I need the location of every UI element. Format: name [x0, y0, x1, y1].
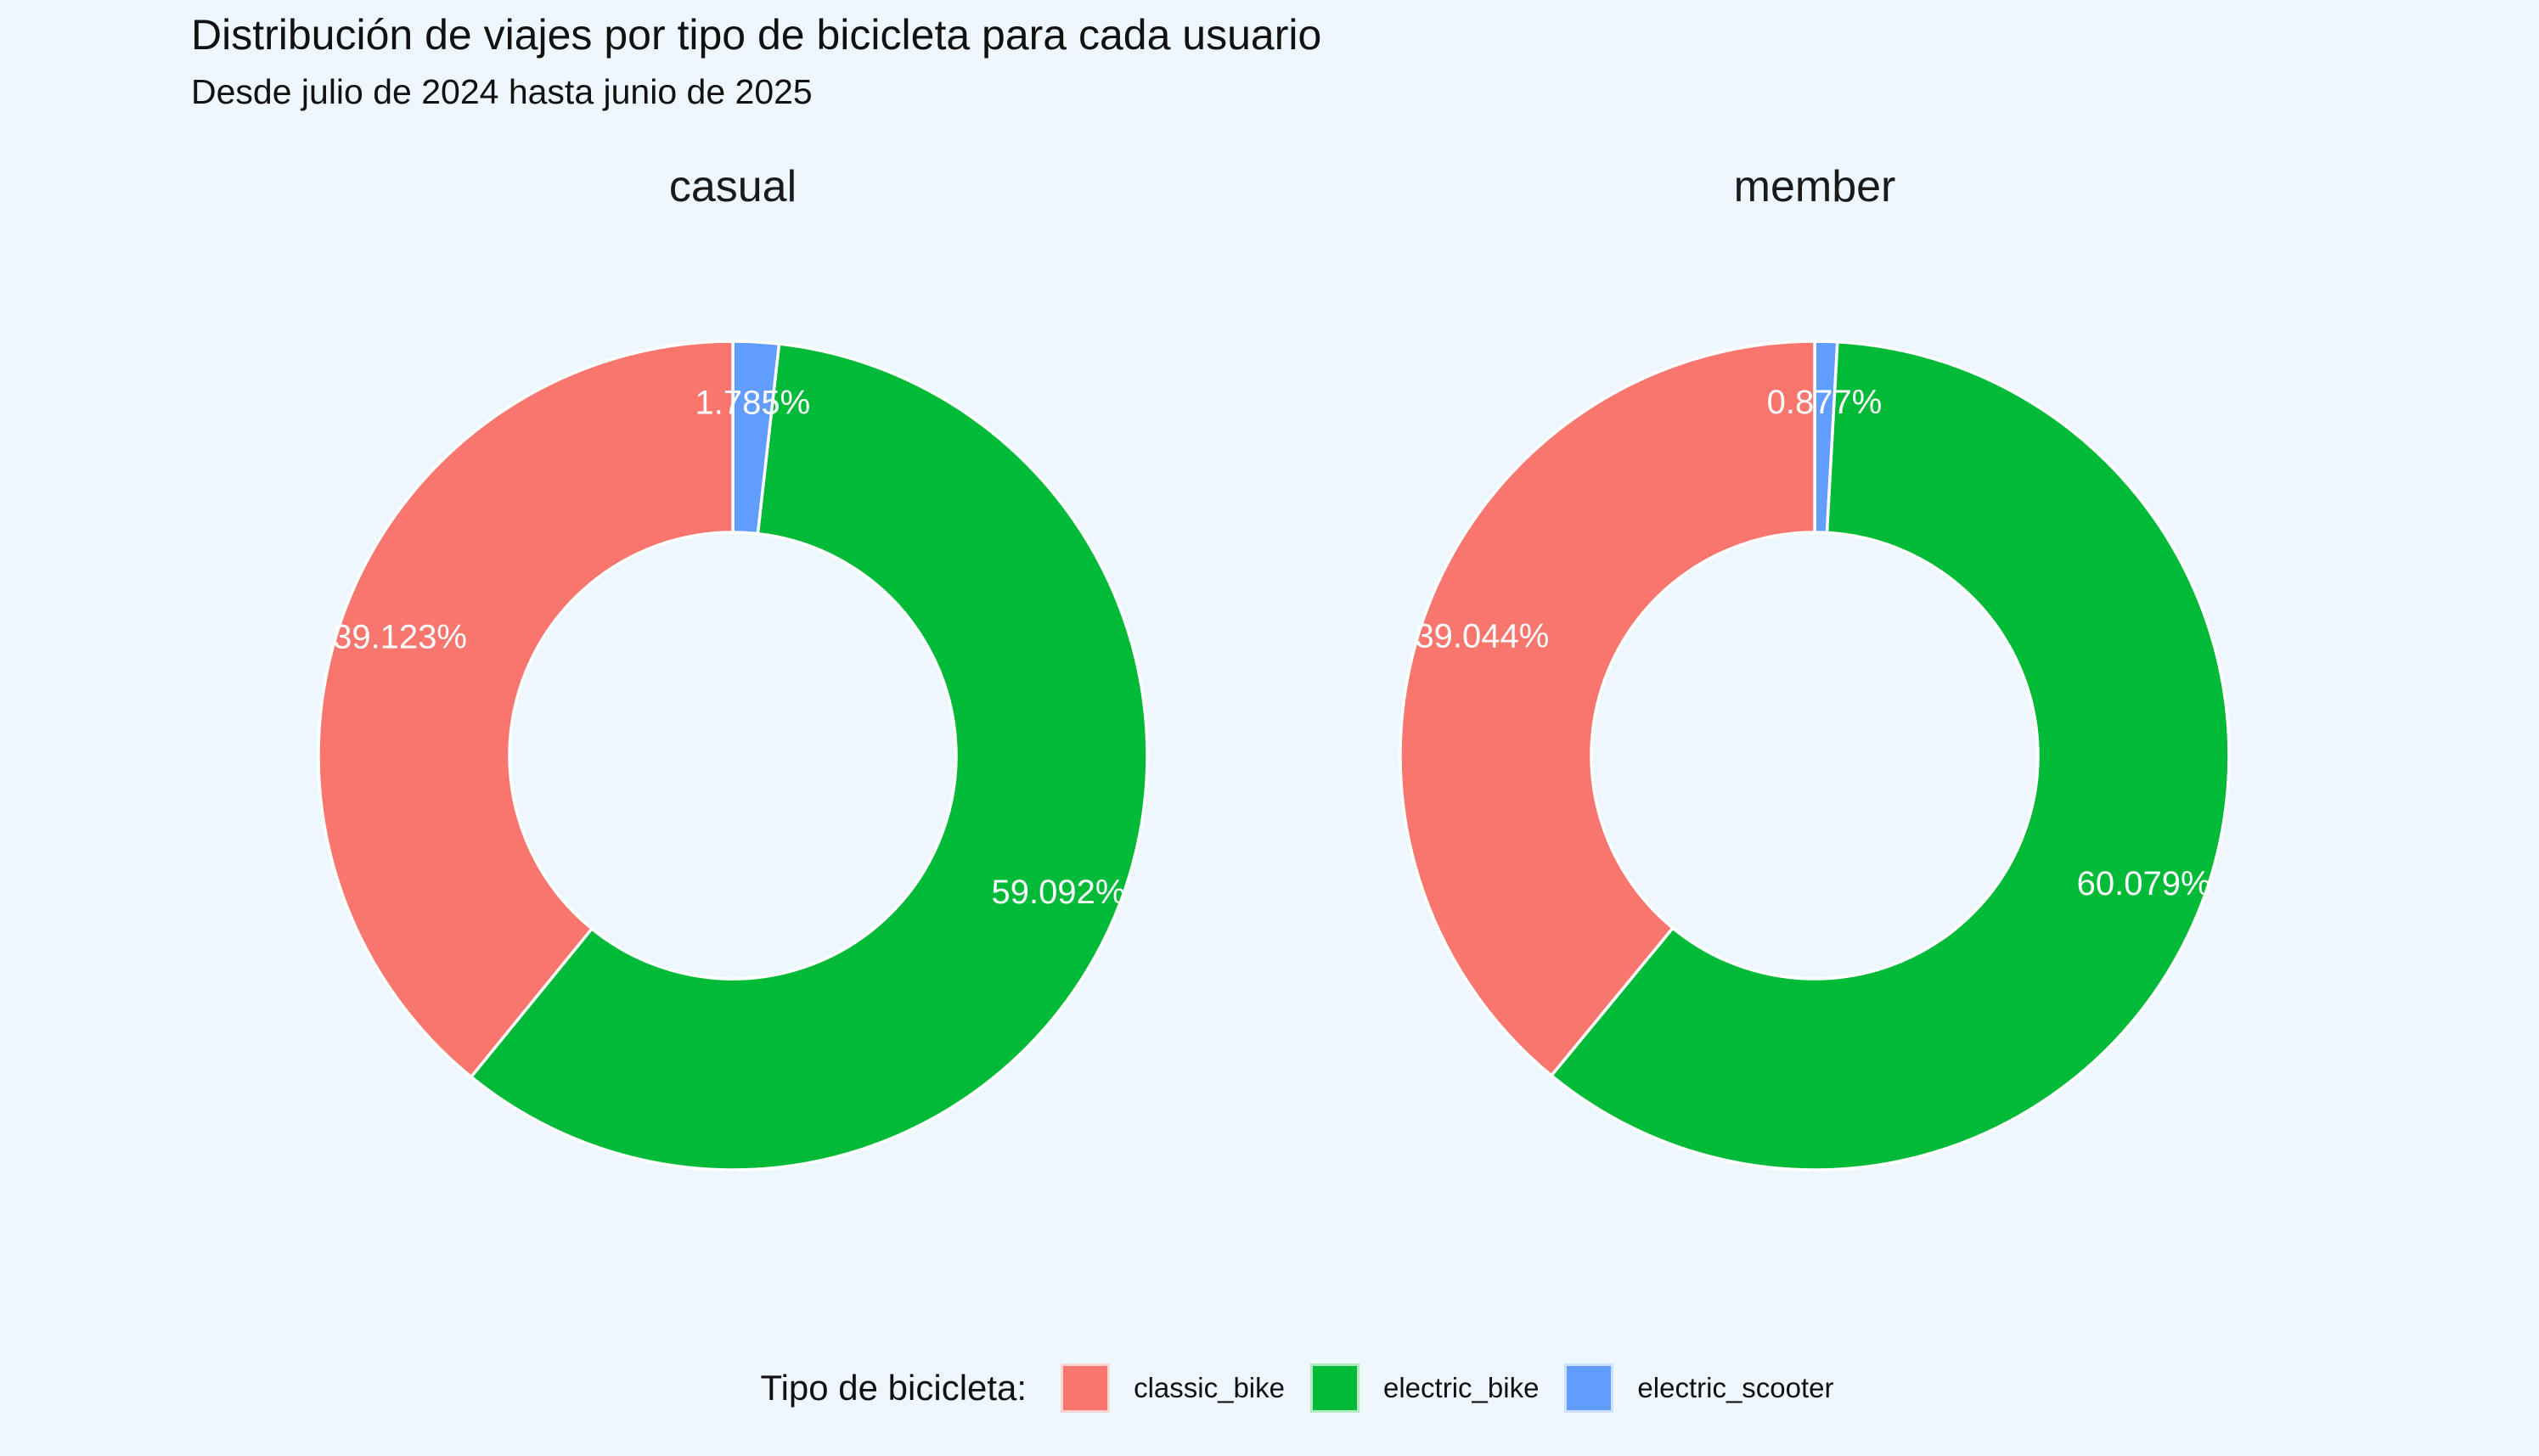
legend: Tipo de bicicleta: classic_bike electric… [0, 1354, 2539, 1422]
legend-title: Tipo de bicicleta: [760, 1368, 1027, 1408]
legend-key-electric-scooter [1564, 1363, 1614, 1413]
chart-title: Distribución de viajes por tipo de bicic… [191, 11, 1322, 59]
legend-key-electric-bike [1310, 1363, 1360, 1413]
slice-member-classic-bike [1399, 340, 1816, 1078]
data-label-casual-electric-scooter: 1.785% [695, 385, 810, 422]
legend-item-classic-bike: classic_bike [1061, 1363, 1285, 1413]
slice-casual-classic-bike [317, 340, 735, 1079]
slice-member-electric-bike [1549, 340, 2231, 1172]
legend-label-classic-bike: classic_bike [1134, 1372, 1285, 1403]
data-label-casual-electric-bike: 59.092% [992, 874, 1126, 911]
legend-item-electric-bike: electric_bike [1310, 1363, 1539, 1413]
data-label-member-classic-bike: 39.044% [1415, 618, 1549, 655]
legend-label-electric-scooter: electric_scooter [1637, 1372, 1834, 1403]
data-label-member-electric-scooter: 0.877% [1767, 384, 1883, 421]
legend-key-classic-bike [1061, 1363, 1111, 1413]
data-label-member-electric-bike: 60.079% [2077, 865, 2211, 902]
facet-label-casual: casual [668, 162, 797, 211]
legend-item-electric-scooter: electric_scooter [1564, 1363, 1834, 1413]
chart-subtitle: Desde julio de 2024 hasta junio de 2025 [191, 72, 813, 111]
slice-casual-electric-bike [469, 342, 1149, 1172]
legend-label-electric-bike: electric_bike [1383, 1372, 1540, 1403]
data-label-casual-classic-bike: 39.123% [333, 619, 467, 656]
facet-label-member: member [1733, 162, 1896, 211]
